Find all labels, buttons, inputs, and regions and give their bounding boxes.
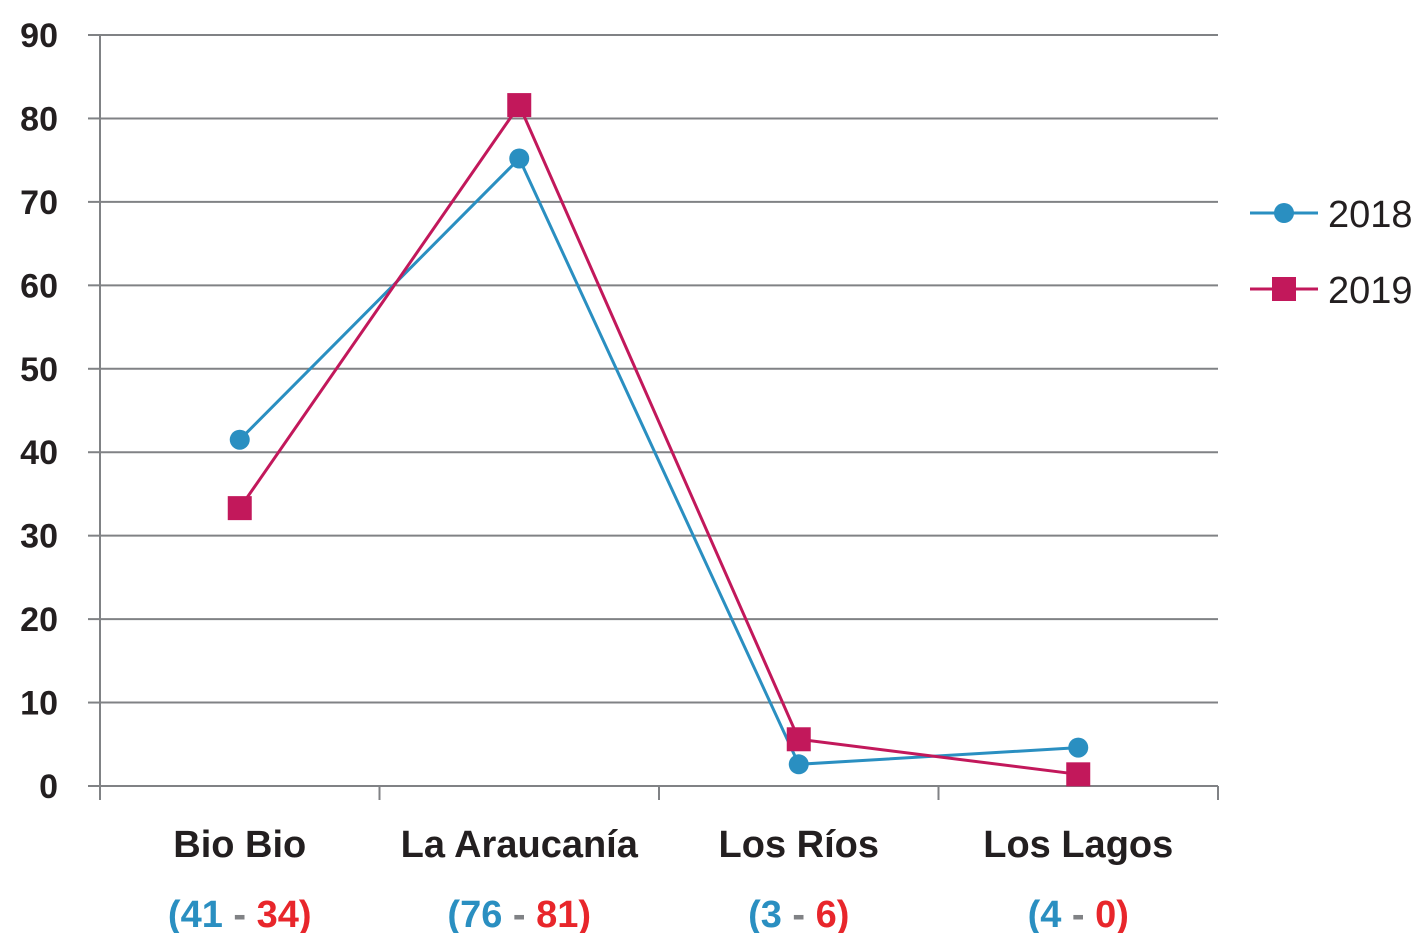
y-tick-label: 30 (20, 518, 58, 556)
series-lines (227, 93, 1091, 787)
x-category-label: Los Ríos (719, 824, 879, 866)
y-tick-label: 0 (39, 768, 58, 806)
series-line-2018 (238, 155, 1079, 766)
data-point-2019 (786, 727, 811, 752)
grid-lines (100, 34, 1218, 704)
x-category-label: La Araucanía (401, 824, 639, 866)
data-point-2019 (227, 496, 252, 521)
x-category-label: Los Lagos (983, 824, 1173, 866)
data-point-2018 (509, 148, 530, 169)
category-count-label: (4 - 0) (1028, 894, 1129, 933)
x-category-label: Bio Bio (173, 824, 306, 866)
data-point-2018 (229, 429, 250, 450)
y-tick-label: 10 (20, 685, 58, 723)
legend-label-2019: 2019 (1328, 270, 1413, 312)
legend-marker-2018 (1274, 203, 1294, 223)
legend-label-2018: 2018 (1328, 194, 1413, 236)
data-point-2019 (507, 93, 532, 118)
y-tick-label: 20 (20, 601, 58, 639)
y-tick-label: 90 (20, 17, 58, 55)
x-category-labels: Bio Bio (41 - 34) La Araucanía (76 - 81) Los… (168, 824, 1173, 933)
data-point-2019 (1066, 762, 1091, 787)
y-tick-label: 40 (20, 434, 58, 472)
legend-marker-2019 (1272, 277, 1296, 301)
y-tick-label: 70 (20, 184, 58, 222)
series-line-2019 (238, 102, 1079, 776)
category-count-label: (76 - 81) (447, 894, 591, 933)
y-tick-label: 80 (20, 100, 58, 138)
category-count-label: (3 - 6) (748, 894, 849, 933)
legend: 2018 2019 (1250, 194, 1413, 312)
y-tick-label: 50 (20, 351, 58, 389)
axes (88, 34, 1219, 800)
category-count-label: (41 - 34) (168, 894, 312, 933)
y-tick-labels: 0 10 20 30 40 50 60 70 80 90 (20, 17, 58, 806)
data-point-2018 (1068, 737, 1089, 758)
y-tick-label: 60 (20, 267, 58, 305)
data-point-2018 (788, 754, 809, 775)
